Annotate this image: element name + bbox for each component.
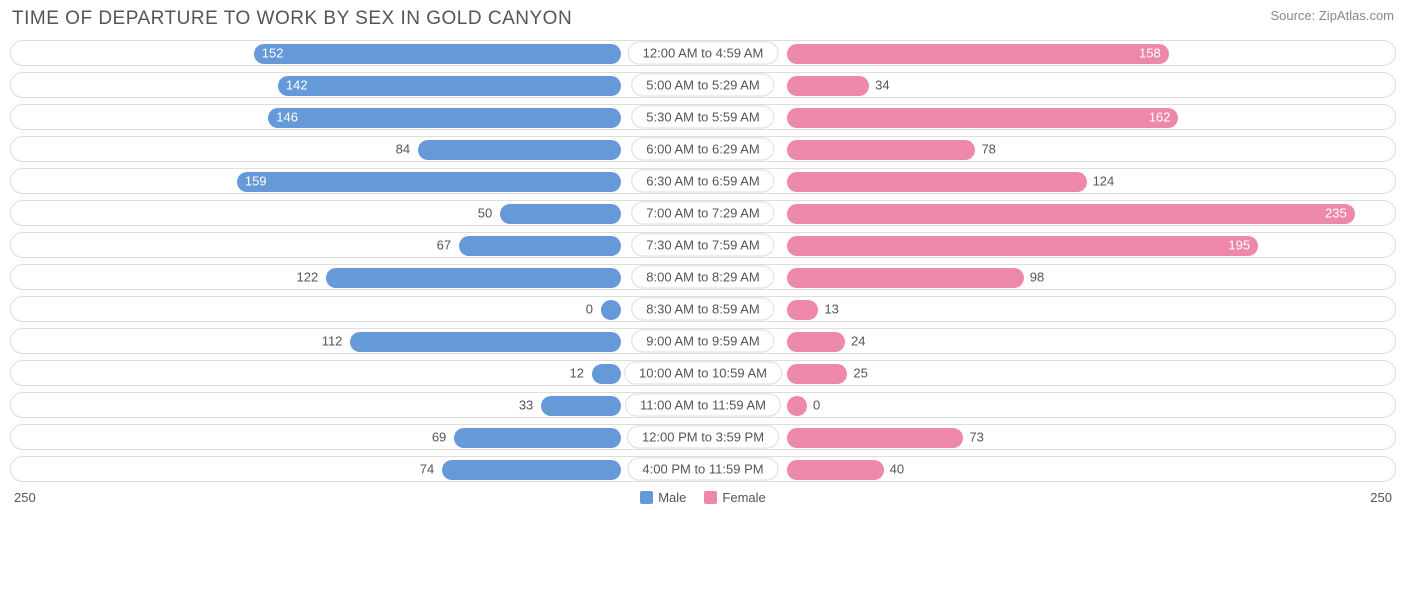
legend: Male Female bbox=[640, 490, 766, 505]
row-category-label: 5:30 AM to 5:59 AM bbox=[631, 106, 774, 129]
female-value-label: 0 bbox=[813, 398, 820, 413]
male-value-label: 0 bbox=[586, 302, 593, 317]
chart-row: 12:00 PM to 3:59 PM 69 73 bbox=[10, 424, 1396, 450]
legend-label: Male bbox=[658, 490, 686, 505]
axis-right-label: 250 bbox=[1370, 490, 1392, 505]
female-bar bbox=[787, 460, 884, 480]
male-value-label: 142 bbox=[286, 78, 308, 93]
chart-row: 5:00 AM to 5:29 AM 142 34 bbox=[10, 72, 1396, 98]
female-value-label: 73 bbox=[969, 430, 983, 445]
male-bar bbox=[254, 44, 621, 64]
male-value-label: 12 bbox=[570, 366, 584, 381]
male-bar bbox=[418, 140, 621, 160]
chart-row: 12:00 AM to 4:59 AM 152 158 bbox=[10, 40, 1396, 66]
male-value-label: 159 bbox=[245, 174, 267, 189]
row-category-label: 8:30 AM to 8:59 AM bbox=[631, 298, 774, 321]
row-category-label: 9:00 AM to 9:59 AM bbox=[631, 330, 774, 353]
male-bar bbox=[268, 108, 621, 128]
female-value-label: 162 bbox=[1149, 110, 1171, 125]
male-bar bbox=[601, 300, 621, 320]
chart-row: 9:00 AM to 9:59 AM 112 24 bbox=[10, 328, 1396, 354]
male-bar bbox=[592, 364, 621, 384]
female-bar bbox=[787, 172, 1087, 192]
female-value-label: 235 bbox=[1325, 206, 1347, 221]
male-value-label: 84 bbox=[396, 142, 410, 157]
chart-header: TIME OF DEPARTURE TO WORK BY SEX IN GOLD… bbox=[10, 8, 1396, 30]
chart-row: 7:00 AM to 7:29 AM 50 235 bbox=[10, 200, 1396, 226]
chart-row: 8:00 AM to 8:29 AM 122 98 bbox=[10, 264, 1396, 290]
male-value-label: 67 bbox=[437, 238, 451, 253]
chart-row: 8:30 AM to 8:59 AM 0 13 bbox=[10, 296, 1396, 322]
male-value-label: 152 bbox=[262, 46, 284, 61]
chart-source: Source: ZipAtlas.com bbox=[1270, 8, 1394, 23]
female-bar bbox=[787, 428, 963, 448]
legend-swatch bbox=[704, 491, 717, 504]
chart-rows: 12:00 AM to 4:59 AM 152 158 5:00 AM to 5:29… bbox=[10, 40, 1396, 482]
female-value-label: 78 bbox=[981, 142, 995, 157]
female-value-label: 98 bbox=[1030, 270, 1044, 285]
male-bar bbox=[326, 268, 621, 288]
male-bar bbox=[541, 396, 621, 416]
male-value-label: 112 bbox=[322, 334, 343, 349]
female-bar bbox=[787, 108, 1178, 128]
male-bar bbox=[442, 460, 621, 480]
row-category-label: 7:30 AM to 7:59 AM bbox=[631, 234, 774, 257]
male-value-label: 74 bbox=[420, 462, 434, 477]
male-value-label: 146 bbox=[276, 110, 298, 125]
chart-row: 7:30 AM to 7:59 AM 67 195 bbox=[10, 232, 1396, 258]
female-bar bbox=[787, 76, 869, 96]
female-bar bbox=[787, 396, 807, 416]
male-value-label: 69 bbox=[432, 430, 446, 445]
chart-row: 11:00 AM to 11:59 AM 33 0 bbox=[10, 392, 1396, 418]
chart-row: 6:30 AM to 6:59 AM 159 124 bbox=[10, 168, 1396, 194]
male-bar bbox=[350, 332, 621, 352]
male-value-label: 50 bbox=[478, 206, 492, 221]
row-category-label: 12:00 AM to 4:59 AM bbox=[628, 42, 779, 65]
female-value-label: 24 bbox=[851, 334, 865, 349]
chart-row: 4:00 PM to 11:59 PM 74 40 bbox=[10, 456, 1396, 482]
chart-row: 10:00 AM to 10:59 AM 12 25 bbox=[10, 360, 1396, 386]
female-bar bbox=[787, 268, 1024, 288]
row-category-label: 5:00 AM to 5:29 AM bbox=[631, 74, 774, 97]
row-category-label: 10:00 AM to 10:59 AM bbox=[624, 362, 782, 385]
row-category-label: 6:30 AM to 6:59 AM bbox=[631, 170, 774, 193]
female-bar bbox=[787, 204, 1355, 224]
female-bar bbox=[787, 44, 1169, 64]
chart-footer: 250 Male Female 250 bbox=[10, 490, 1396, 505]
female-value-label: 25 bbox=[853, 366, 867, 381]
chart-row: 5:30 AM to 5:59 AM 146 162 bbox=[10, 104, 1396, 130]
male-bar bbox=[454, 428, 621, 448]
female-value-label: 13 bbox=[824, 302, 838, 317]
male-bar bbox=[237, 172, 621, 192]
female-value-label: 40 bbox=[890, 462, 904, 477]
female-bar bbox=[787, 364, 847, 384]
female-value-label: 124 bbox=[1093, 174, 1115, 189]
female-bar bbox=[787, 300, 818, 320]
legend-label: Female bbox=[722, 490, 765, 505]
row-category-label: 8:00 AM to 8:29 AM bbox=[631, 266, 774, 289]
chart-row: 6:00 AM to 6:29 AM 84 78 bbox=[10, 136, 1396, 162]
male-bar bbox=[500, 204, 621, 224]
female-value-label: 34 bbox=[875, 78, 889, 93]
row-category-label: 6:00 AM to 6:29 AM bbox=[631, 138, 774, 161]
male-bar bbox=[459, 236, 621, 256]
row-category-label: 4:00 PM to 11:59 PM bbox=[627, 458, 778, 481]
female-bar bbox=[787, 236, 1258, 256]
row-category-label: 12:00 PM to 3:59 PM bbox=[627, 426, 779, 449]
female-bar bbox=[787, 140, 975, 160]
chart-container: TIME OF DEPARTURE TO WORK BY SEX IN GOLD… bbox=[0, 0, 1406, 511]
male-value-label: 33 bbox=[519, 398, 533, 413]
row-category-label: 11:00 AM to 11:59 AM bbox=[625, 394, 781, 417]
female-value-label: 195 bbox=[1228, 238, 1250, 253]
male-bar bbox=[278, 76, 621, 96]
legend-item: Female bbox=[704, 490, 765, 505]
chart-title: TIME OF DEPARTURE TO WORK BY SEX IN GOLD… bbox=[12, 8, 572, 30]
female-bar bbox=[787, 332, 845, 352]
axis-left-label: 250 bbox=[14, 490, 36, 505]
legend-swatch bbox=[640, 491, 653, 504]
legend-item: Male bbox=[640, 490, 686, 505]
row-category-label: 7:00 AM to 7:29 AM bbox=[631, 202, 774, 225]
female-value-label: 158 bbox=[1139, 46, 1161, 61]
male-value-label: 122 bbox=[297, 270, 319, 285]
